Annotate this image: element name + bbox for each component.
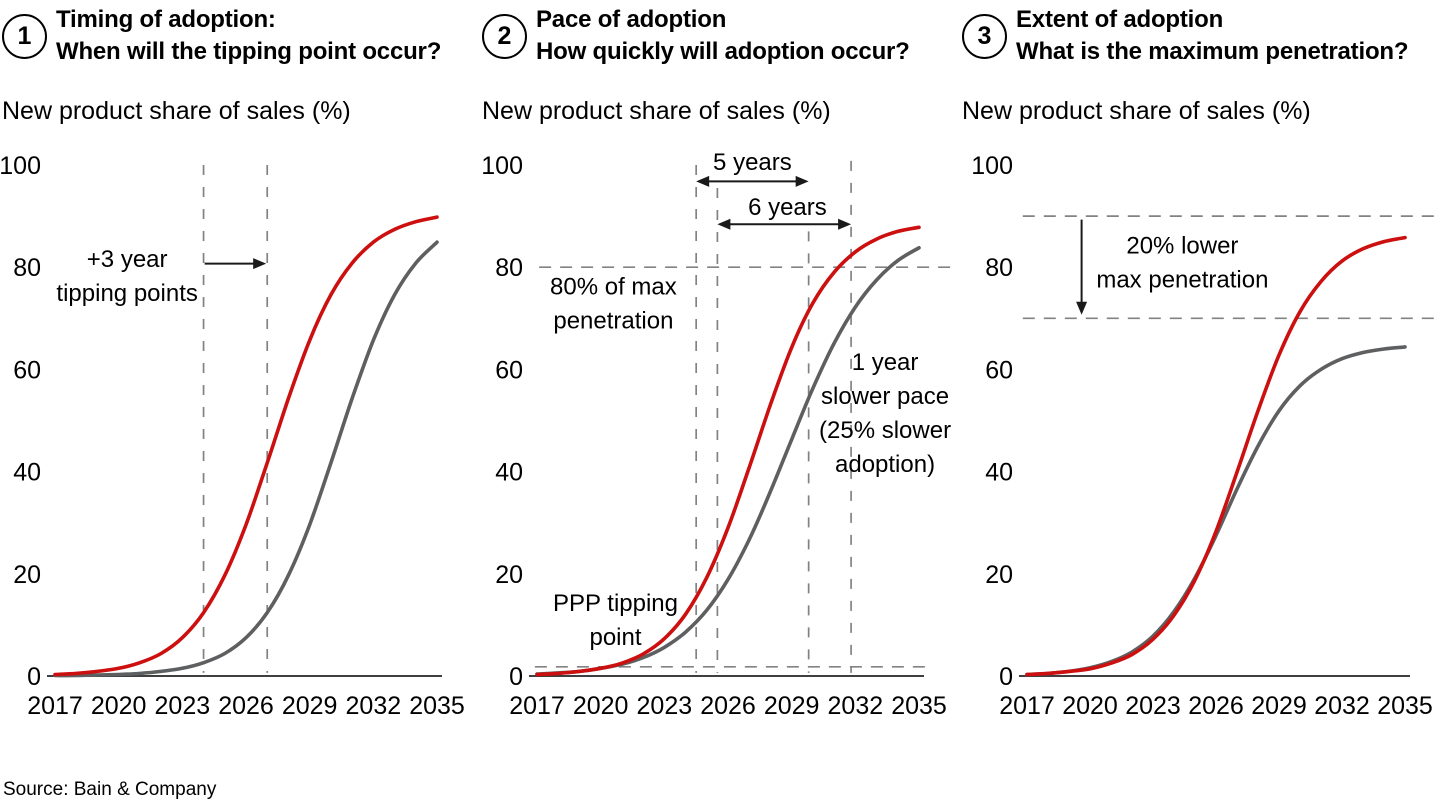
- y-tick-label: 60: [13, 356, 41, 384]
- y-axis-title: New product share of sales (%): [962, 97, 1311, 125]
- gray-adoption-curve: [1025, 345, 1407, 677]
- annotation-label: 20% lower: [1126, 233, 1238, 260]
- annotation-label: 6 years: [748, 194, 827, 221]
- x-tick-label: 2023: [155, 692, 211, 720]
- arrow-head-left: [717, 218, 731, 230]
- x-tick-label: 2029: [1251, 692, 1307, 720]
- y-tick-label: 100: [0, 152, 41, 180]
- adoption-timing-chart: 2017 2020 2023 2026 2029 2032 2035 0 20 40 60 80 100…: [0, 152, 465, 720]
- x-tick-label: 2035: [1377, 692, 1433, 720]
- arrow-head-down: [1076, 301, 1088, 315]
- y-tick-label: 40: [495, 459, 523, 487]
- y-tick-label: 80: [985, 254, 1013, 282]
- x-tick-label: 2029: [764, 692, 820, 720]
- gray-adoption-curve: [53, 240, 439, 678]
- annotation-label: +3 year: [87, 246, 168, 273]
- annotation-label: 5 years: [713, 149, 792, 176]
- panel-title-line1: Timing of adoption:: [56, 6, 276, 33]
- y-tick-label: 0: [509, 663, 523, 691]
- x-tick-label: 2026: [218, 692, 274, 720]
- annotation-label: adoption): [835, 451, 935, 478]
- y-tick-label: 0: [27, 663, 41, 691]
- adoption-extent-chart: 2017 2020 2023 2026 2029 2032 2035 0 20 40 60 80 100…: [971, 152, 1437, 720]
- panel-extent-of-adoption: 3 Extent of adoption What is the maximum…: [960, 0, 1440, 775]
- x-tick-label: 2020: [91, 692, 147, 720]
- x-tick-label: 2017: [509, 692, 565, 720]
- panel-pace-of-adoption: 2 Pace of adoption How quickly will adop…: [480, 0, 960, 775]
- source-note: Source: Bain & Company: [3, 779, 217, 800]
- annotation-label: 1 year: [852, 349, 919, 376]
- x-tick-label: 2023: [1125, 692, 1181, 720]
- adoption-pace-chart: 2017 2020 2023 2026 2029 2032 2035 0 20 40 60 80 100…: [481, 149, 956, 720]
- x-tick-label: 2032: [346, 692, 402, 720]
- y-tick-label: 80: [13, 254, 41, 282]
- y-tick-label: 20: [13, 561, 41, 589]
- y-axis-title: New product share of sales (%): [482, 97, 831, 125]
- panel-header: 2 Pace of adoption How quickly will adop…: [482, 4, 910, 68]
- panel-header: 3 Extent of adoption What is the maximum…: [962, 4, 1409, 68]
- panel-title-line2: How quickly will adoption occur?: [536, 38, 910, 65]
- y-tick-label: 40: [13, 459, 41, 487]
- x-tick-label: 2023: [637, 692, 693, 720]
- annotation-label: PPP tipping: [553, 590, 678, 617]
- y-tick-label: 0: [999, 663, 1013, 691]
- arrow-head-right: [838, 218, 852, 230]
- x-tick-label: 2026: [1188, 692, 1244, 720]
- panel-title: Extent of adoption What is the maximum p…: [1016, 4, 1409, 68]
- red-adoption-curve: [53, 215, 439, 677]
- red-adoption-curve: [1025, 235, 1407, 677]
- x-tick-label: 2020: [573, 692, 629, 720]
- y-tick-label: 20: [495, 561, 523, 589]
- panel-title-line1: Pace of adoption: [536, 6, 727, 33]
- x-tick-label: 2020: [1062, 692, 1118, 720]
- panel-title-line2: When will the tipping point occur?: [56, 38, 442, 65]
- annotation-label: penetration: [553, 307, 673, 334]
- y-tick-label: 40: [985, 459, 1013, 487]
- annotation-label: tipping points: [56, 280, 197, 307]
- y-tick-label: 60: [985, 356, 1013, 384]
- arrow-head-left: [696, 175, 710, 187]
- step-number-badge: 1: [2, 13, 47, 59]
- x-tick-label: 2032: [1314, 692, 1370, 720]
- x-tick-label: 2029: [282, 692, 338, 720]
- annotation-label: max penetration: [1096, 267, 1268, 294]
- y-tick-label: 100: [481, 152, 523, 180]
- panel-header: 1 Timing of adoption: When will the tipp…: [2, 4, 441, 68]
- annotation-label: 80% of max: [550, 273, 677, 300]
- annotation-label: (25% slower: [819, 417, 951, 444]
- arrow-head-right: [795, 175, 809, 187]
- arrow-head-right: [253, 258, 267, 270]
- y-tick-label: 80: [495, 254, 523, 282]
- annotation-label: point: [589, 624, 641, 651]
- x-tick-label: 2017: [27, 692, 83, 720]
- annotation-label: slower pace: [821, 383, 949, 410]
- panel-title-line2: What is the maximum penetration?: [1016, 38, 1409, 65]
- step-number-badge: 2: [482, 13, 527, 59]
- x-tick-label: 2017: [999, 692, 1055, 720]
- y-axis-title: New product share of sales (%): [2, 97, 351, 125]
- x-tick-label: 2035: [409, 692, 465, 720]
- x-tick-label: 2032: [828, 692, 884, 720]
- red-adoption-curve: [535, 225, 921, 677]
- y-tick-label: 20: [985, 561, 1013, 589]
- step-number-badge: 3: [962, 13, 1007, 59]
- panel-timing-of-adoption: 1 Timing of adoption: When will the tipp…: [0, 0, 480, 775]
- panel-title-line1: Extent of adoption: [1016, 6, 1224, 33]
- panel-title: Timing of adoption: When will the tippin…: [56, 4, 441, 68]
- x-tick-label: 2026: [700, 692, 756, 720]
- y-tick-label: 100: [971, 152, 1013, 180]
- panel-title: Pace of adoption How quickly will adopti…: [536, 4, 910, 68]
- y-tick-label: 60: [495, 356, 523, 384]
- x-tick-label: 2035: [891, 692, 947, 720]
